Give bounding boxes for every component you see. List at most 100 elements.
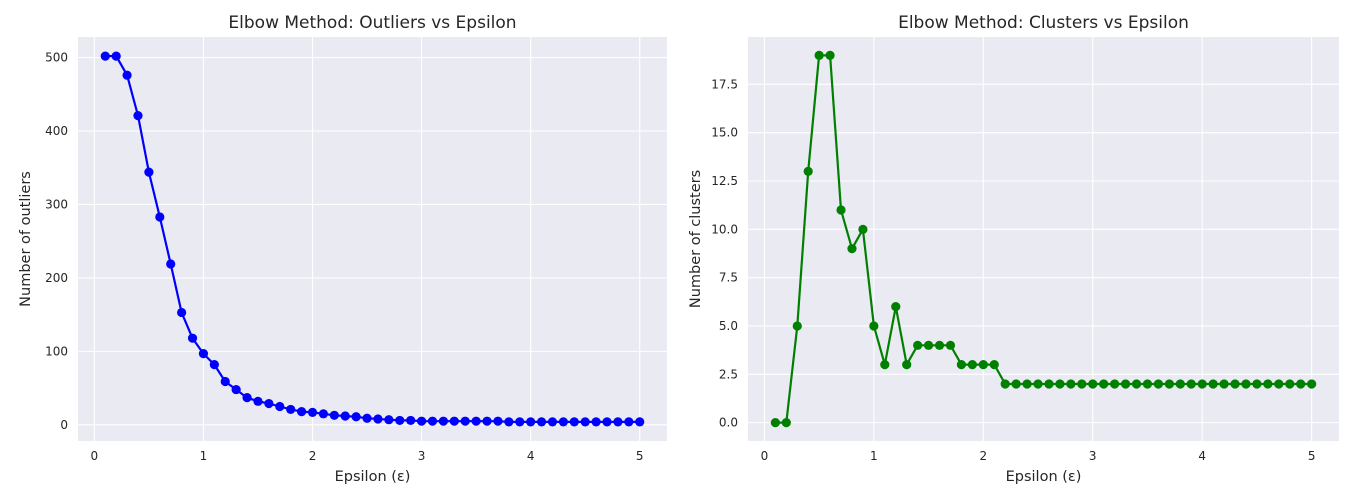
data-point — [825, 50, 835, 60]
x-axis-label: Epsilon (ε) — [1006, 469, 1082, 485]
data-point — [427, 416, 438, 426]
x-axis-label: Epsilon (ε) — [335, 469, 411, 485]
data-point — [198, 348, 209, 359]
data-point — [989, 360, 999, 370]
data-point — [1164, 379, 1174, 389]
data-point — [493, 416, 503, 426]
data-point — [569, 417, 579, 427]
chart-title: Elbow Method: Outliers vs Epsilon — [228, 13, 516, 33]
y-tick-label: 2.5 — [719, 367, 738, 381]
y-tick-label: 15.0 — [711, 126, 738, 140]
data-point — [351, 412, 361, 422]
data-point — [1110, 379, 1120, 389]
data-point — [1120, 379, 1131, 389]
data-point — [792, 321, 802, 331]
data-point — [869, 321, 879, 331]
data-point — [967, 360, 977, 370]
data-point — [166, 259, 176, 269]
data-point — [1055, 379, 1065, 389]
data-point — [1296, 379, 1306, 389]
data-point — [1208, 379, 1218, 389]
data-point — [847, 244, 857, 254]
data-point — [1142, 379, 1153, 389]
data-point — [286, 404, 296, 415]
data-point — [144, 167, 154, 177]
data-point — [635, 417, 645, 427]
data-point — [536, 417, 547, 427]
data-point — [902, 360, 912, 370]
data-point — [1000, 379, 1010, 389]
data-point — [814, 50, 824, 60]
data-point — [318, 409, 329, 419]
data-point — [100, 51, 110, 61]
data-point — [923, 340, 934, 350]
data-point — [1175, 379, 1185, 389]
data-point — [580, 417, 590, 427]
data-point — [504, 417, 514, 427]
clusters-chart: 0 1 2 3 4 5 0.0 2.5 5.0 7.5 10.0 12.5 15.0 17.5 Elbow… — [688, 13, 1339, 485]
data-point — [770, 418, 780, 428]
data-point — [891, 302, 901, 312]
x-tick-label: 5 — [636, 449, 644, 463]
data-point — [1077, 379, 1087, 389]
data-point — [111, 51, 121, 61]
data-point — [395, 415, 405, 426]
data-point — [1230, 379, 1240, 389]
data-point — [297, 407, 307, 417]
data-point — [836, 205, 846, 215]
plot-area — [748, 37, 1339, 441]
data-point — [438, 416, 448, 426]
x-tick-label: 3 — [418, 449, 426, 463]
y-tick-label: 0.0 — [719, 416, 738, 430]
data-point — [781, 418, 791, 428]
data-point — [340, 411, 350, 421]
plot-area — [78, 37, 667, 441]
data-point — [209, 360, 219, 370]
data-point — [591, 417, 601, 427]
x-tick-label: 4 — [1198, 449, 1206, 463]
y-tick-label: 10.0 — [711, 222, 738, 236]
data-point — [187, 333, 198, 343]
data-point — [1033, 379, 1043, 389]
x-tick-label: 0 — [761, 449, 769, 463]
data-point — [373, 414, 383, 424]
data-point — [1241, 379, 1251, 389]
y-axis-label: Number of outliers — [18, 171, 34, 307]
data-point — [547, 417, 558, 427]
data-point — [1186, 379, 1196, 389]
data-point — [275, 401, 285, 412]
data-point — [1285, 379, 1295, 389]
data-point — [945, 340, 956, 350]
data-point — [1197, 379, 1207, 389]
data-point — [978, 360, 988, 370]
data-point — [460, 416, 470, 426]
data-point — [220, 376, 230, 387]
y-tick-label: 0 — [60, 418, 68, 432]
y-tick-label: 7.5 — [719, 271, 738, 285]
data-point — [624, 417, 634, 427]
x-tick-label: 2 — [309, 449, 317, 463]
data-point — [406, 415, 416, 426]
data-point — [231, 384, 241, 395]
data-point — [613, 417, 623, 427]
y-tick-label: 400 — [45, 124, 68, 138]
data-point — [515, 417, 525, 427]
data-point — [602, 417, 612, 427]
data-point — [934, 340, 945, 350]
data-point — [307, 407, 318, 417]
x-tick-label: 4 — [527, 449, 535, 463]
data-point — [1022, 379, 1032, 389]
data-point — [1153, 379, 1164, 389]
data-point — [803, 166, 813, 176]
data-point — [1099, 379, 1109, 389]
data-point — [416, 416, 427, 426]
data-point — [253, 396, 263, 406]
x-tick-label: 1 — [870, 449, 878, 463]
data-point — [1252, 379, 1262, 389]
x-tick-label: 0 — [91, 449, 99, 463]
data-point — [242, 393, 252, 403]
data-point — [155, 212, 165, 222]
data-point — [177, 307, 187, 318]
data-point — [1088, 379, 1098, 389]
